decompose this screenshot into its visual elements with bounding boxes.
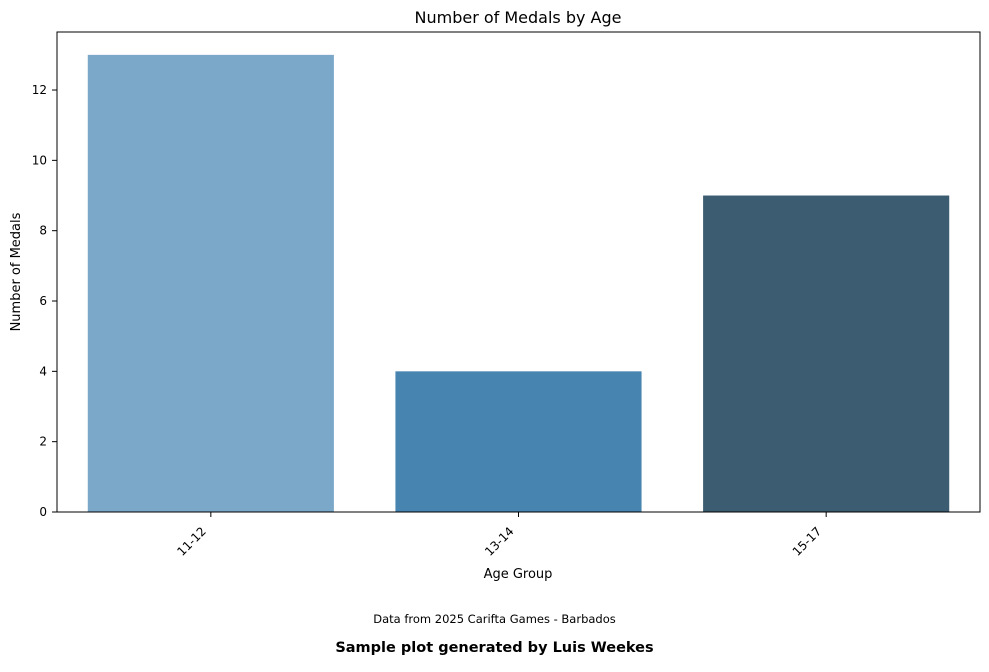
y-axis: 0 2 4 6 8 10 12 — [32, 83, 57, 519]
chart-title: Number of Medals by Age — [415, 8, 622, 27]
x-tick-label: 15-17 — [790, 524, 825, 559]
x-axis-label: Age Group — [484, 567, 553, 582]
y-tick-label: 10 — [32, 153, 47, 167]
y-tick-label: 2 — [39, 435, 47, 449]
plot-frame — [56, 31, 981, 513]
y-tick-label: 8 — [39, 224, 47, 238]
y-tick-label: 4 — [39, 364, 47, 378]
x-tick-label: 11-12 — [174, 524, 209, 559]
credit-line: Sample plot generated by Luis Weekes — [335, 640, 654, 656]
bars-layer — [87, 54, 950, 513]
x-tick-label: 13-14 — [482, 524, 517, 559]
bar-11-12 — [87, 54, 334, 513]
x-axis: 11-12 13-14 15-17 — [174, 512, 827, 559]
y-axis-label: Number of Medals — [9, 212, 24, 331]
bar-15-17 — [703, 195, 950, 512]
data-source-note: Data from 2025 Carifta Games - Barbados — [373, 612, 616, 626]
y-tick-label: 0 — [39, 505, 47, 519]
y-tick-label: 6 — [39, 294, 47, 308]
y-tick-label: 12 — [32, 83, 47, 97]
bar-13-14 — [395, 371, 642, 512]
